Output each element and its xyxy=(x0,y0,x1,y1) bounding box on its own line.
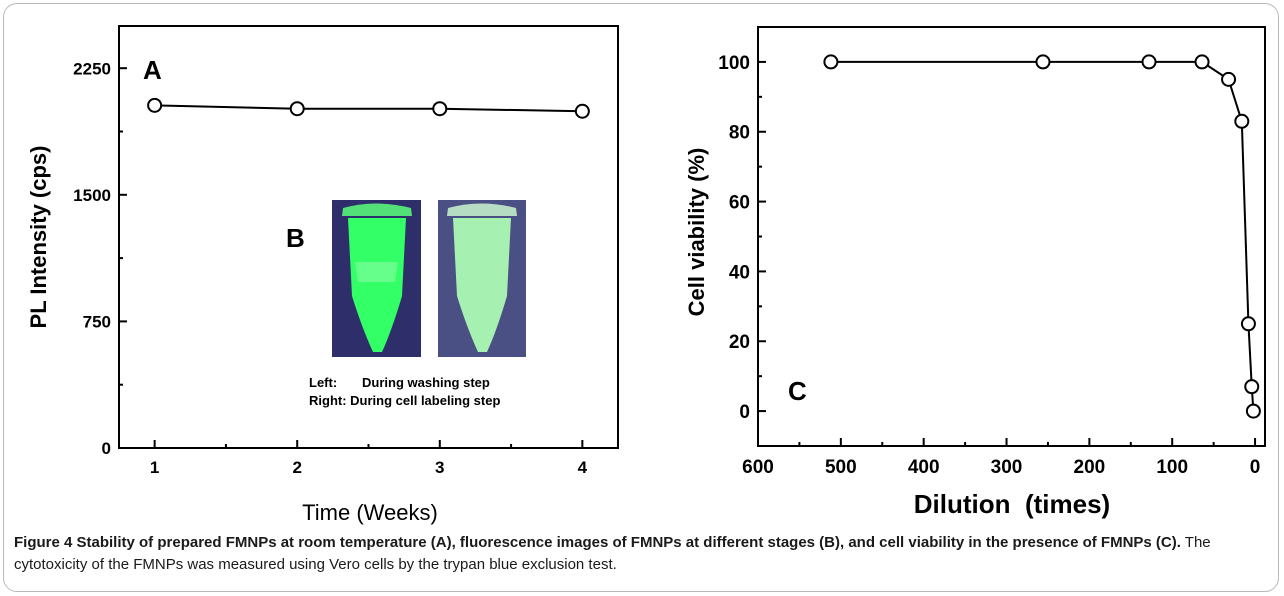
data-point xyxy=(1244,379,1260,395)
chart-c-plot-area xyxy=(757,26,1266,447)
data-point xyxy=(1035,54,1051,70)
data-point xyxy=(147,97,163,113)
left-tube-photo xyxy=(332,200,421,357)
x-tick-label: 300 xyxy=(991,457,1023,478)
figure-caption-body: The cytotoxicity of the FMNPs was measur… xyxy=(14,534,1211,573)
chart-c: 600 500 400 300 200 100 0 0 20 40 60 80 100 C Diluti… xyxy=(684,26,1266,519)
inset-b: B Left: During washing step Right: Durin… xyxy=(286,200,526,408)
chart-c-tick-labels: 600 500 400 300 200 100 0 0 20 40 60 80 100 xyxy=(718,53,1260,478)
legend-left-text: During washing step xyxy=(362,375,490,390)
chart-a-series-line xyxy=(154,104,583,113)
legend-right: Right: During cell labeling step xyxy=(309,393,500,408)
data-point xyxy=(823,54,839,70)
chart-c-y-axis-title: Cell viability (%) xyxy=(684,148,709,317)
y-tick-label: 750 xyxy=(83,313,111,332)
y-tick-label: 0 xyxy=(739,402,750,423)
chart-a-tick-labels: 1 2 3 4 0 750 1500 2250 xyxy=(73,59,587,477)
x-tick-label: 200 xyxy=(1074,457,1106,478)
data-point xyxy=(432,101,448,117)
x-tick-label: 2 xyxy=(292,458,301,477)
data-point xyxy=(1245,403,1261,419)
chart-a-panel-label: A xyxy=(143,55,162,85)
figure-caption-title: Figure 4 Stability of prepared FMNPs at … xyxy=(14,534,1181,551)
inset-panel-label: B xyxy=(286,223,305,253)
right-tube-photo xyxy=(438,200,526,357)
figure-caption: Figure 4 Stability of prepared FMNPs at … xyxy=(14,532,1264,576)
x-tick-label: 500 xyxy=(825,457,857,478)
data-point xyxy=(1240,316,1256,332)
chart-c-points xyxy=(823,54,1261,419)
chart-a-x-axis-title: Time (Weeks) xyxy=(302,500,438,525)
data-point xyxy=(574,103,590,119)
data-point xyxy=(289,101,305,117)
y-tick-label: 60 xyxy=(729,192,750,213)
chart-c-panel-label: C xyxy=(788,376,807,406)
x-tick-label: 600 xyxy=(742,457,774,478)
y-tick-label: 80 xyxy=(729,123,750,144)
legend-left-key: Left: xyxy=(309,375,337,390)
chart-a: 1 2 3 4 0 750 1500 2250 A Time (Weeks) PL Inten… xyxy=(26,25,619,525)
y-tick-label: 20 xyxy=(729,332,750,353)
data-point xyxy=(1234,113,1250,129)
x-tick-label: 4 xyxy=(578,458,588,477)
data-point xyxy=(1221,71,1237,87)
y-tick-label: 100 xyxy=(718,53,750,74)
x-tick-label: 1 xyxy=(150,458,159,477)
chart-c-axis-ticks xyxy=(757,60,1257,446)
figure-frame xyxy=(3,3,1279,592)
data-point xyxy=(1141,54,1157,70)
data-point xyxy=(1194,54,1210,70)
y-tick-label: 2250 xyxy=(73,59,111,78)
y-tick-label: 1500 xyxy=(73,186,111,205)
x-tick-label: 100 xyxy=(1156,457,1188,478)
chart-c-x-axis-title: Dilution (times) xyxy=(914,489,1110,519)
x-tick-label: 0 xyxy=(1250,457,1261,478)
chart-c-series-line xyxy=(830,60,1255,412)
x-tick-label: 3 xyxy=(435,458,444,477)
y-tick-label: 40 xyxy=(729,262,750,283)
x-tick-label: 400 xyxy=(908,457,940,478)
chart-a-y-axis-title: PL Intensity (cps) xyxy=(26,146,51,329)
chart-a-axis-ticks xyxy=(119,67,584,449)
y-tick-label: 0 xyxy=(102,439,111,458)
chart-a-points xyxy=(147,97,590,119)
